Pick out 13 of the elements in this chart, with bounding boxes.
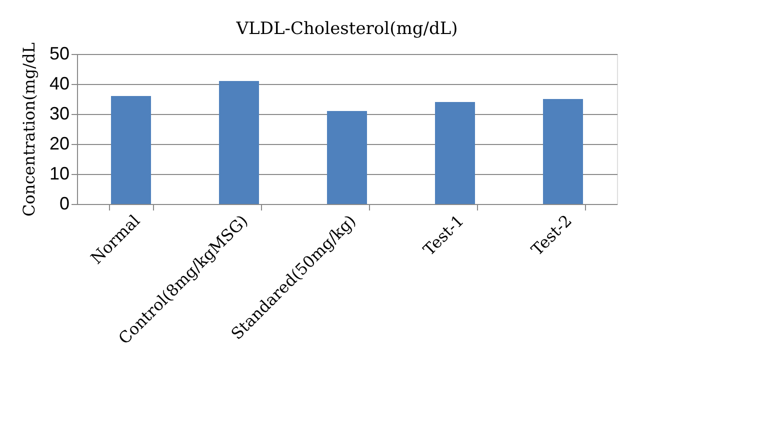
y-tick-label: 20 bbox=[49, 134, 70, 154]
bar bbox=[219, 81, 259, 204]
y-axis-title: Concentration(mg/dL bbox=[19, 42, 38, 216]
y-tick-label: 0 bbox=[59, 194, 70, 214]
bar bbox=[327, 111, 367, 204]
bar bbox=[543, 99, 583, 204]
y-tick-label: 50 bbox=[49, 44, 70, 64]
y-tick-label: 40 bbox=[49, 74, 70, 94]
bar bbox=[111, 96, 151, 204]
bar bbox=[435, 102, 475, 204]
y-tick-label: 10 bbox=[49, 164, 70, 184]
chart-title: VLDL-Cholesterol(mg/dL) bbox=[235, 19, 458, 40]
y-tick-label: 30 bbox=[49, 104, 70, 124]
